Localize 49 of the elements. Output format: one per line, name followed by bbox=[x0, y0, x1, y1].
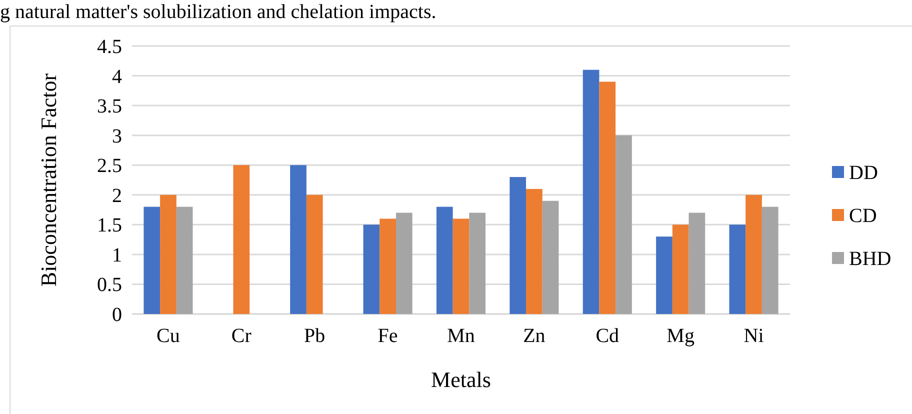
bar bbox=[290, 165, 306, 314]
bar bbox=[526, 188, 542, 314]
y-tick-label: 4 bbox=[112, 66, 122, 88]
bar bbox=[688, 212, 706, 314]
bar bbox=[436, 206, 453, 314]
bar bbox=[396, 212, 412, 314]
y-tick-label: 2 bbox=[112, 184, 122, 207]
bar bbox=[452, 218, 470, 314]
legend-label: CD bbox=[849, 205, 877, 227]
bar bbox=[616, 135, 632, 314]
y-tick-label: 0.5 bbox=[97, 274, 122, 296]
x-tick-label: Fe bbox=[378, 325, 398, 347]
bar bbox=[746, 194, 762, 314]
text: g natural matter's solubilization and chelation impacts. bbox=[0, 1, 436, 23]
y-tick-label: 4.5 bbox=[97, 36, 122, 58]
bar bbox=[656, 236, 672, 314]
x-tick-label: Pb bbox=[304, 325, 326, 347]
bar bbox=[672, 224, 689, 314]
bar bbox=[729, 224, 746, 314]
bar bbox=[582, 70, 600, 314]
bar bbox=[306, 194, 323, 314]
bar bbox=[233, 165, 250, 314]
y-tick-label: 3 bbox=[112, 125, 122, 148]
x-tick-label: Cr bbox=[231, 325, 252, 347]
x-tick-label: Mg bbox=[666, 325, 694, 347]
x-tick-label: Cd bbox=[596, 325, 620, 347]
y-axis-title: Bioconcentration Factor bbox=[36, 72, 61, 287]
y-tick-label: 1 bbox=[112, 244, 122, 266]
bar bbox=[160, 194, 176, 314]
bar bbox=[144, 206, 160, 314]
bar bbox=[380, 218, 396, 314]
legend-label: BHD bbox=[849, 248, 892, 270]
bar bbox=[469, 212, 486, 314]
bar bbox=[510, 177, 526, 314]
x-tick-label: Ni bbox=[744, 325, 764, 347]
y-tick-label: 2.5 bbox=[97, 155, 122, 178]
x-axis-title: Metals bbox=[431, 367, 491, 392]
bar bbox=[762, 206, 778, 314]
bar bbox=[363, 224, 380, 314]
x-tick-label: Cu bbox=[156, 325, 180, 347]
x-tick-label: Zn bbox=[523, 325, 546, 347]
y-tick-label: 3.5 bbox=[97, 96, 122, 118]
bar bbox=[176, 206, 193, 314]
y-tick-label: 0 bbox=[112, 304, 122, 326]
x-tick-label: Mn bbox=[447, 325, 475, 347]
bar bbox=[599, 82, 616, 314]
y-tick-label: 1.5 bbox=[97, 214, 122, 237]
bar bbox=[542, 200, 559, 314]
legend-label: DD bbox=[849, 162, 878, 184]
